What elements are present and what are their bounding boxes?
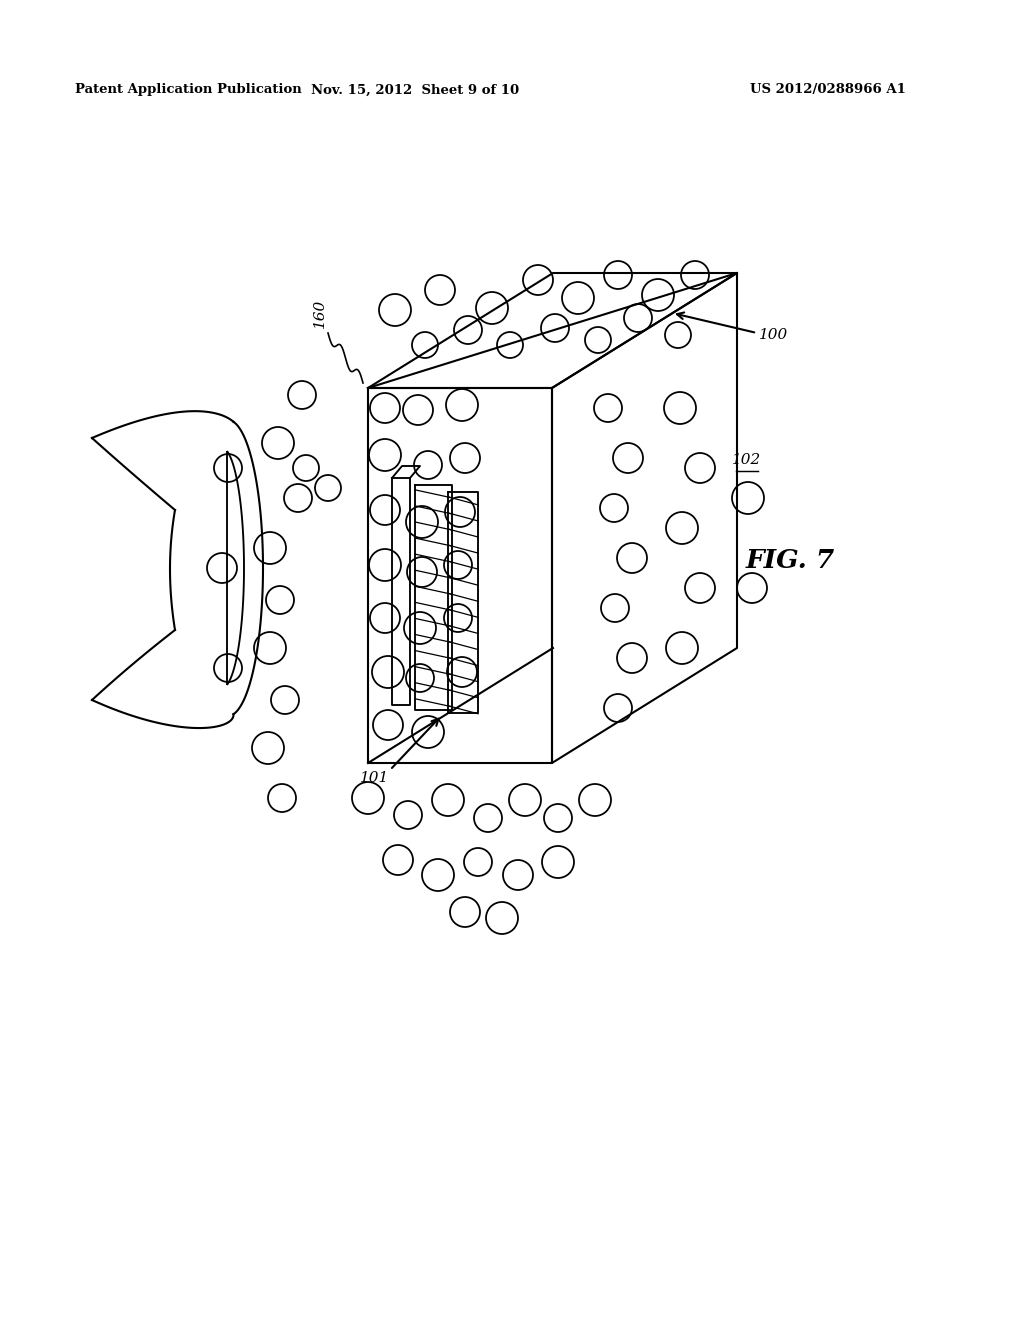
Text: US 2012/0288966 A1: US 2012/0288966 A1 xyxy=(750,83,906,96)
Text: Nov. 15, 2012  Sheet 9 of 10: Nov. 15, 2012 Sheet 9 of 10 xyxy=(311,83,519,96)
Text: 101: 101 xyxy=(360,771,389,785)
Text: 160: 160 xyxy=(313,298,327,327)
Text: FIG. 7: FIG. 7 xyxy=(745,548,835,573)
Text: Patent Application Publication: Patent Application Publication xyxy=(75,83,302,96)
Text: 102: 102 xyxy=(732,454,762,467)
Text: 100: 100 xyxy=(759,327,788,342)
